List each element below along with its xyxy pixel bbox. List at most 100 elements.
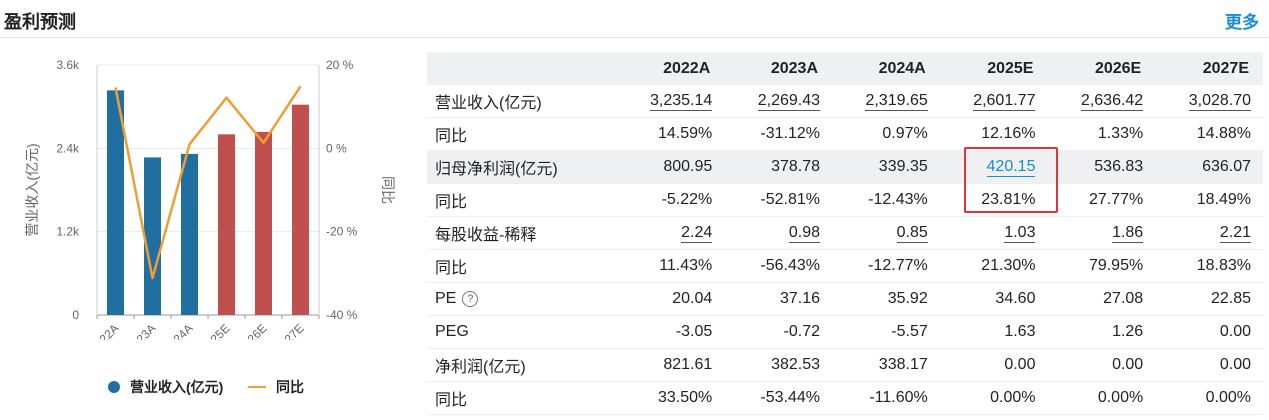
column-header: 2026E xyxy=(1047,52,1156,85)
legend-item-growth[interactable]: 同比 xyxy=(248,377,304,397)
table-cell: 2,269.43 xyxy=(724,85,832,118)
cell-value: 1.26 xyxy=(1112,323,1144,340)
cell-value-link[interactable]: 1.03 xyxy=(1004,224,1036,243)
cell-value: -11.60% xyxy=(869,389,928,406)
table-cell: 11.43% xyxy=(616,249,725,283)
help-icon[interactable]: ? xyxy=(462,291,479,307)
table-row: 同比 14.59% -31.12% 0.97% 12.16% 1.33% 14.88% xyxy=(427,117,1263,151)
table-cell: 2,636.42 xyxy=(1047,85,1156,118)
table-cell: -31.12% xyxy=(724,117,832,151)
table-cell: 0.97% xyxy=(832,117,940,151)
table-cell: 14.59% xyxy=(616,117,725,151)
table-cell: 0.85 xyxy=(832,216,940,250)
table-cell: 33.50% xyxy=(616,381,725,415)
table-cell: 2.24 xyxy=(616,216,725,250)
more-link[interactable]: 更多 xyxy=(1225,13,1259,32)
table-cell: 1.03 xyxy=(939,216,1048,250)
table-cell: -3.05 xyxy=(616,315,725,349)
table-cell: 0.00% xyxy=(1155,381,1263,415)
y-axis-title: 营业收入(亿元) xyxy=(24,143,40,236)
table-header-row: 2022A 2023A 2024A 2025E 2026E 2027E xyxy=(427,52,1263,85)
cell-value: 0.97% xyxy=(882,125,928,142)
revenue-bar xyxy=(255,131,272,315)
cell-value: 11.43% xyxy=(659,257,713,274)
revenue-bar xyxy=(107,90,124,316)
table-cell: 1.26 xyxy=(1047,315,1156,349)
cell-value-link[interactable]: 3,028.70 xyxy=(1188,92,1251,111)
cell-value-link[interactable]: 1.86 xyxy=(1112,224,1144,243)
row-label-text: PE xyxy=(435,290,457,307)
cell-value: 14.59% xyxy=(658,125,713,142)
revenue-bar xyxy=(181,153,198,315)
table-cell: -56.43% xyxy=(724,249,832,283)
cell-value-link[interactable]: 2,601.77 xyxy=(973,92,1036,111)
cell-value-link[interactable]: 0.85 xyxy=(896,224,928,243)
table-cell: 536.83 xyxy=(1047,150,1156,184)
cell-value: 378.78 xyxy=(771,158,820,175)
table-cell: 420.15 xyxy=(939,150,1048,184)
y-tick-label: 2.4k xyxy=(56,141,80,155)
y2-axis-title: 同比 xyxy=(380,176,396,204)
cell-value: 79.95% xyxy=(1088,257,1144,274)
table-cell: 2,601.77 xyxy=(939,85,1048,118)
row-label-text: 每股收益-稀释 xyxy=(435,227,537,244)
row-label-text: 同比 xyxy=(435,194,468,211)
cell-value-link[interactable]: 2.24 xyxy=(681,224,713,243)
revenue-bar xyxy=(218,134,235,315)
cell-value: -3.05 xyxy=(675,323,713,340)
revenue-bar xyxy=(144,157,161,315)
table-cell: 20.04 xyxy=(616,282,725,316)
cell-value: 20.04 xyxy=(672,290,713,307)
row-label: 每股收益-稀释 xyxy=(427,216,617,250)
cell-value-link[interactable]: 0.98 xyxy=(788,224,820,243)
cell-value: 14.88% xyxy=(1196,125,1251,142)
x-tick-label: 22A xyxy=(97,321,122,340)
cell-value: 536.83 xyxy=(1094,158,1144,175)
table-cell: 37.16 xyxy=(724,282,832,316)
growth-line xyxy=(114,85,302,280)
cell-value: -53.44% xyxy=(760,389,820,406)
x-tick-label: 23A xyxy=(134,321,159,340)
table-cell: 3,028.70 xyxy=(1155,85,1263,118)
row-label: 净利润(亿元) xyxy=(427,348,617,382)
table-cell: 1.33% xyxy=(1047,117,1156,151)
table-row: 营业收入(亿元) 3,235.14 2,269.43 2,319.65 2,601.77… xyxy=(427,85,1263,118)
cell-value: 0.00% xyxy=(990,389,1036,406)
cell-value: 338.17 xyxy=(878,356,928,373)
table-cell: 0.00 xyxy=(1155,348,1263,382)
row-label: 同比 xyxy=(427,381,617,415)
table-cell: 0.98 xyxy=(724,216,832,250)
net-profit-2025-link[interactable]: 420.15 xyxy=(986,158,1036,177)
forecast-table: 2022A 2023A 2024A 2025E 2026E 2027E 营业收入(亿元) 3… xyxy=(427,52,1263,415)
row-label: 同比 xyxy=(427,249,617,283)
cell-value-link[interactable]: 2.21 xyxy=(1219,224,1251,243)
cell-value: 27.77% xyxy=(1088,191,1144,208)
legend-item-revenue[interactable]: 营业收入(亿元) xyxy=(108,377,223,397)
table-cell: 338.17 xyxy=(832,348,940,382)
column-header: 2022A xyxy=(616,52,725,85)
table-row: 每股收益-稀释 2.24 0.98 0.85 1.03 1.86 2.21 xyxy=(427,216,1263,250)
table-cell: 22.85 xyxy=(1155,282,1263,316)
table-row: PEG -3.05 -0.72 -5.57 1.63 1.26 0.00 xyxy=(427,315,1263,349)
row-label: 同比 xyxy=(427,183,617,217)
y-tick-label: 1.2k xyxy=(56,225,80,239)
cell-value: 21.30% xyxy=(981,257,1036,274)
table-cell: 27.77% xyxy=(1047,183,1156,217)
table-cell: -12.77% xyxy=(832,249,940,283)
cell-value-link[interactable]: 2,636.42 xyxy=(1080,92,1144,111)
cell-value: 0.00 xyxy=(1219,356,1251,373)
row-label-text: 净利润(亿元) xyxy=(435,359,526,376)
cell-value-link[interactable]: 2,269.43 xyxy=(757,92,820,111)
table-cell: 800.95 xyxy=(616,150,725,184)
cell-value-link[interactable]: 3,235.14 xyxy=(649,92,713,111)
row-label-text: 归母净利润(亿元) xyxy=(435,161,558,178)
cell-value: 0.00 xyxy=(1219,323,1251,340)
table-cell: 339.35 xyxy=(832,150,940,184)
legend-label-growth: 同比 xyxy=(276,379,304,395)
cell-value: 1.63 xyxy=(1004,323,1036,340)
table-cell: 14.88% xyxy=(1155,117,1263,151)
revenue-growth-chart: 0 1.2k 2.4k 3.6k -40 % -20 % 0 % 20 % 营业收入(亿元) 同比… xyxy=(0,40,420,420)
table-cell: -53.44% xyxy=(724,381,832,415)
cell-value: 0.00 xyxy=(1112,356,1144,373)
cell-value-link[interactable]: 2,319.65 xyxy=(865,92,928,111)
